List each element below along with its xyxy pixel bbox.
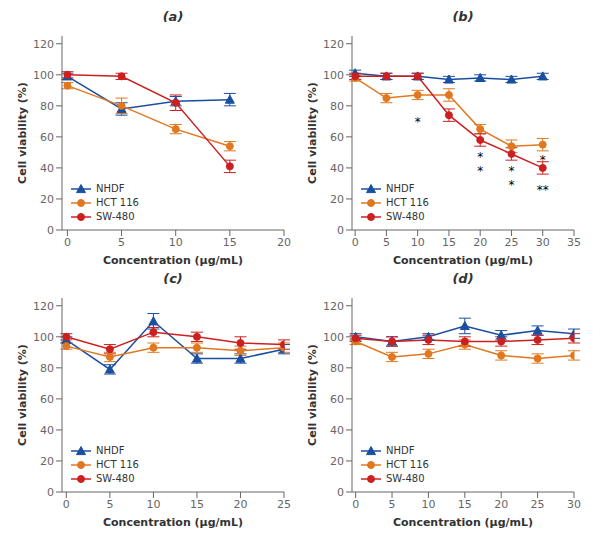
svg-text:20: 20: [330, 193, 344, 206]
svg-text:10: 10: [411, 236, 425, 249]
html-text:HCT 116: HCT 116: [386, 197, 429, 208]
svg-text:Concentration (μg/mL): Concentration (μg/mL): [393, 516, 533, 529]
svg-text:60: 60: [330, 131, 344, 144]
svg-text:*: *: [540, 153, 546, 167]
svg-text:15: 15: [458, 498, 472, 511]
html-text:NHDF: NHDF: [96, 445, 125, 456]
svg-text:*: *: [477, 164, 483, 178]
svg-text:5: 5: [118, 236, 125, 249]
svg-text:15: 15: [190, 498, 204, 511]
svg-text:10: 10: [146, 498, 160, 511]
svg-text:100: 100: [33, 69, 54, 82]
svg-text:0: 0: [352, 236, 359, 249]
svg-text:60: 60: [40, 393, 54, 406]
svg-text:20: 20: [40, 455, 54, 468]
svg-text:Cell viability (%): Cell viability (%): [16, 82, 29, 184]
svg-text:100: 100: [33, 331, 54, 344]
svg-text:0: 0: [352, 498, 359, 511]
html-text:(b): (b): [452, 9, 474, 24]
html-text:NHDF: NHDF: [386, 183, 415, 194]
svg-text:0: 0: [337, 224, 344, 237]
svg-text:20: 20: [494, 498, 508, 511]
svg-text:60: 60: [40, 131, 54, 144]
svg-text:40: 40: [330, 424, 344, 437]
svg-text:*: *: [415, 115, 421, 129]
svg-text:20: 20: [473, 236, 487, 249]
html-text:SW-480: SW-480: [386, 473, 425, 484]
svg-text:35: 35: [567, 236, 581, 249]
svg-text:Concentration (μg/mL): Concentration (μg/mL): [103, 516, 243, 529]
svg-text:80: 80: [330, 100, 344, 113]
svg-text:*: *: [477, 150, 483, 164]
svg-text:5: 5: [389, 498, 396, 511]
html-text:(c): (c): [163, 271, 183, 286]
svg-text:120: 120: [323, 300, 344, 313]
html-text:HCT 116: HCT 116: [386, 459, 429, 470]
svg-text:40: 40: [40, 424, 54, 437]
svg-text:5: 5: [383, 236, 390, 249]
html-text:HCT 116: HCT 116: [96, 459, 139, 470]
svg-text:25: 25: [277, 498, 291, 511]
svg-text:40: 40: [40, 162, 54, 175]
svg-text:Cell viability (%): Cell viability (%): [306, 82, 319, 184]
html-text:HCT 116: HCT 116: [96, 197, 139, 208]
svg-text:120: 120: [33, 300, 54, 313]
svg-text:**: **: [537, 183, 549, 197]
svg-text:100: 100: [323, 331, 344, 344]
html-text:(a): (a): [162, 9, 184, 24]
svg-text:30: 30: [567, 498, 581, 511]
svg-text:120: 120: [323, 38, 344, 51]
svg-text:Concentration (μg/mL): Concentration (μg/mL): [393, 254, 533, 267]
svg-text:60: 60: [330, 393, 344, 406]
svg-text:Concentration (μg/mL): Concentration (μg/mL): [103, 254, 243, 267]
svg-text:0: 0: [47, 224, 54, 237]
svg-text:0: 0: [47, 486, 54, 499]
svg-text:15: 15: [442, 236, 456, 249]
svg-text:100: 100: [323, 69, 344, 82]
html-text:SW-480: SW-480: [96, 473, 135, 484]
svg-text:0: 0: [63, 498, 70, 511]
html-text:NHDF: NHDF: [96, 183, 125, 194]
svg-text:*: *: [508, 178, 514, 192]
svg-text:20: 20: [330, 455, 344, 468]
svg-text:80: 80: [40, 100, 54, 113]
svg-text:120: 120: [33, 38, 54, 51]
svg-text:0: 0: [337, 486, 344, 499]
svg-text:40: 40: [330, 162, 344, 175]
svg-text:20: 20: [277, 236, 291, 249]
svg-text:20: 20: [233, 498, 247, 511]
svg-text:10: 10: [169, 236, 183, 249]
svg-text:80: 80: [330, 362, 344, 375]
svg-text:5: 5: [106, 498, 113, 511]
svg-text:10: 10: [421, 498, 435, 511]
svg-text:25: 25: [531, 498, 545, 511]
svg-text:20: 20: [40, 193, 54, 206]
svg-text:30: 30: [536, 236, 550, 249]
svg-text:0: 0: [64, 236, 71, 249]
html-text:(d): (d): [452, 271, 474, 286]
svg-text:Cell viability (%): Cell viability (%): [16, 344, 29, 446]
svg-text:15: 15: [223, 236, 237, 249]
svg-text:80: 80: [40, 362, 54, 375]
html-text:SW-480: SW-480: [96, 211, 135, 222]
svg-text:25: 25: [504, 236, 518, 249]
svg-text:Cell viability (%): Cell viability (%): [306, 344, 319, 446]
svg-text:*: *: [508, 164, 514, 178]
html-text:NHDF: NHDF: [386, 445, 415, 456]
html-text:SW-480: SW-480: [386, 211, 425, 222]
